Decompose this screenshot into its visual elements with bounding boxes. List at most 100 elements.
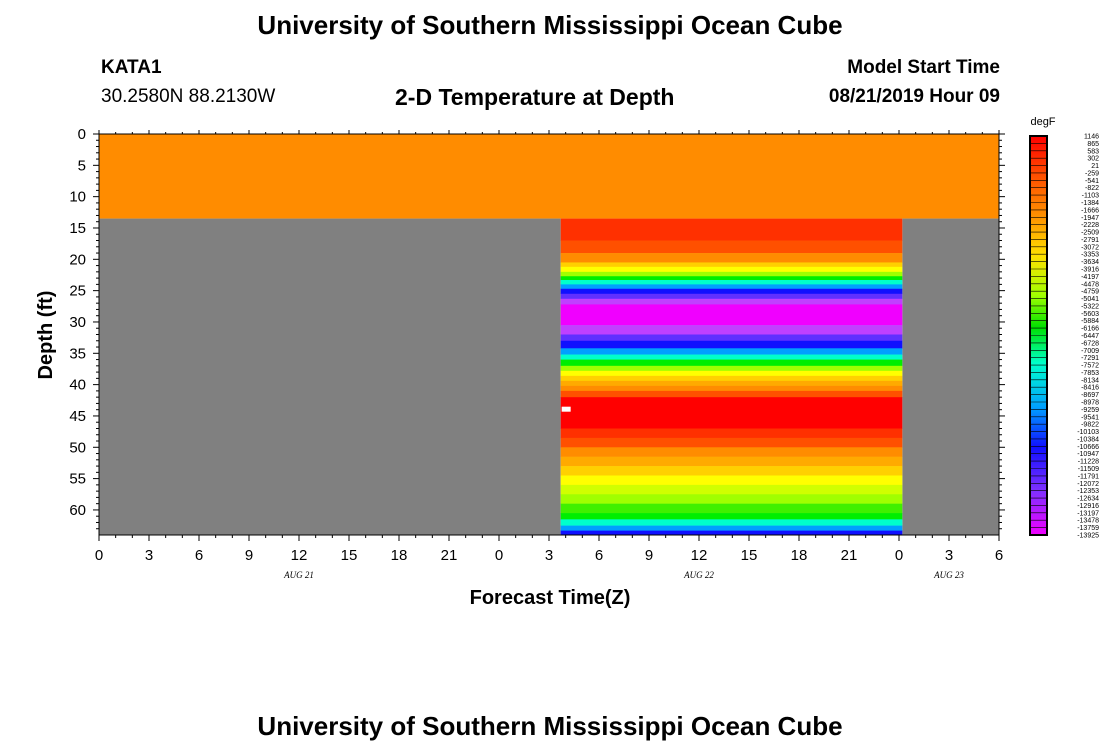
- x-tick-label: 6: [195, 547, 203, 564]
- colorbar-label: -13925: [1077, 533, 1099, 540]
- colorbar-label: -12634: [1077, 496, 1099, 503]
- x-tick-label: 18: [391, 547, 408, 564]
- colorbar-label: -2791: [1081, 237, 1099, 244]
- missing-data-region: [902, 218, 999, 535]
- x-tick-label: 3: [545, 547, 553, 564]
- colorbar-label: -4197: [1081, 274, 1099, 281]
- colorbar-label: -4478: [1081, 281, 1099, 288]
- data-marker: [561, 406, 571, 412]
- colorbar-label: -9822: [1081, 422, 1099, 429]
- surface-layer: [99, 134, 999, 219]
- y-tick-label: 55: [69, 471, 86, 488]
- x-tick-label: 0: [895, 547, 903, 564]
- colorbar-label: -3353: [1081, 252, 1099, 259]
- colorbar-label: -12353: [1077, 488, 1099, 495]
- colorbar-label: -7572: [1081, 363, 1099, 370]
- colorbar-label: -8134: [1081, 377, 1099, 384]
- colorbar-label: -7009: [1081, 348, 1099, 355]
- y-tick-label: 10: [69, 189, 86, 206]
- top-title: University of Southern Mississippi Ocean…: [257, 10, 843, 40]
- colorbar-label: -1384: [1081, 200, 1099, 207]
- colorbar-label: -10103: [1077, 429, 1099, 436]
- temperature-band: [560, 437, 903, 448]
- colorbar-label: -10947: [1077, 451, 1099, 458]
- temperature-band: [560, 262, 903, 268]
- y-tick-label: 40: [69, 377, 86, 394]
- temperature-band: [560, 348, 903, 355]
- colorbar-label: -6728: [1081, 340, 1099, 347]
- temperature-band: [560, 218, 903, 241]
- y-tick-label: 45: [69, 408, 86, 425]
- temperature-band: [560, 271, 903, 277]
- bottom-title: University of Southern Mississippi Ocean…: [257, 711, 843, 741]
- x-tick-label: 21: [441, 547, 458, 564]
- y-tick-label: 35: [69, 345, 86, 362]
- temperature-band: [560, 284, 903, 290]
- colorbar-label: -3634: [1081, 259, 1099, 266]
- temperature-band: [560, 503, 903, 514]
- x-tick-label: 12: [291, 547, 308, 564]
- colorbar-label: -13478: [1077, 518, 1099, 525]
- y-tick-label: 60: [69, 502, 86, 519]
- colorbar-label: -4759: [1081, 289, 1099, 296]
- colorbar-label: -12072: [1077, 481, 1099, 488]
- colorbar-unit: degF: [1030, 116, 1055, 128]
- temperature-band: [560, 359, 903, 367]
- colorbar-legend: degF 114686558330221-259-541-822-1103-138…: [1029, 116, 1099, 540]
- colorbar-label: -5322: [1081, 303, 1099, 310]
- x-tick-label: 15: [341, 547, 358, 564]
- model-start-label: Model Start Time: [847, 57, 1000, 78]
- temperature-band: [560, 266, 903, 273]
- temperature-band: [560, 325, 903, 335]
- colorbar-label: -259: [1085, 170, 1099, 177]
- colorbar-label: -10384: [1077, 436, 1099, 443]
- plot-title: 2-D Temperature at Depth: [395, 84, 675, 110]
- colorbar-label: 302: [1087, 156, 1099, 163]
- colorbar-label: -1103: [1082, 193, 1099, 200]
- temperature-band: [560, 298, 903, 305]
- temperature-band: [560, 390, 903, 398]
- colorbar-label: -5041: [1081, 296, 1099, 303]
- temperature-band: [560, 288, 903, 295]
- y-tick-label: 30: [69, 314, 86, 331]
- station-id: KATA1: [101, 57, 162, 78]
- y-tick-label: 5: [78, 157, 86, 174]
- colorbar-label: 21: [1091, 163, 1099, 170]
- model-start-value: 08/21/2019 Hour 09: [828, 86, 1000, 107]
- temperature-band: [560, 513, 903, 520]
- y-axis-label: Depth (ft): [35, 291, 57, 380]
- temperature-band: [560, 334, 903, 342]
- x-tick-label: 3: [145, 547, 153, 564]
- x-tick-label: 6: [595, 547, 603, 564]
- temperature-band: [560, 304, 903, 326]
- colorbar-label: -9259: [1081, 407, 1099, 414]
- temperature-band: [560, 340, 903, 349]
- colorbar-label: -11228: [1078, 459, 1099, 466]
- temperature-band: [560, 428, 903, 439]
- y-tick-label: 25: [69, 283, 86, 300]
- colorbar-label: -13759: [1077, 525, 1099, 532]
- x-tick-label: 3: [945, 547, 953, 564]
- temperature-band: [560, 525, 903, 531]
- missing-data-region: [99, 218, 561, 535]
- colorbar-label: -11509: [1078, 466, 1099, 473]
- x-tick-label: 12: [691, 547, 708, 564]
- station-coordinates: 30.2580N 88.2130W: [101, 86, 276, 107]
- y-tick-label: 15: [69, 220, 86, 237]
- x-tick-label: 0: [495, 547, 503, 564]
- x-tick-label: 0: [95, 547, 103, 564]
- temperature-band: [560, 253, 903, 263]
- colorbar-label: -822: [1085, 185, 1099, 192]
- x-tick-label: 9: [245, 547, 253, 564]
- colorbar-label: -11791: [1078, 473, 1099, 480]
- colorbar-label: -541: [1085, 178, 1099, 185]
- temperature-band: [560, 293, 903, 300]
- date-label: AUG 23: [933, 570, 964, 580]
- temperature-band: [560, 354, 903, 360]
- colorbar-label: -1947: [1081, 215, 1099, 222]
- date-label: AUG 21: [283, 570, 314, 580]
- y-tick-label: 0: [78, 126, 86, 143]
- colorbar-label: -2228: [1081, 222, 1099, 229]
- temperature-band: [560, 365, 903, 372]
